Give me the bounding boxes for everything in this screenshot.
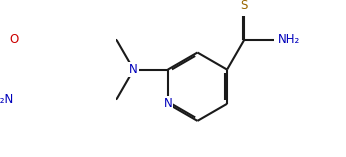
Text: N: N xyxy=(163,97,172,110)
Text: O: O xyxy=(9,33,19,46)
Text: N: N xyxy=(129,63,138,76)
Text: H₂N: H₂N xyxy=(0,93,14,106)
Text: NH₂: NH₂ xyxy=(278,33,301,46)
Text: S: S xyxy=(240,0,248,12)
